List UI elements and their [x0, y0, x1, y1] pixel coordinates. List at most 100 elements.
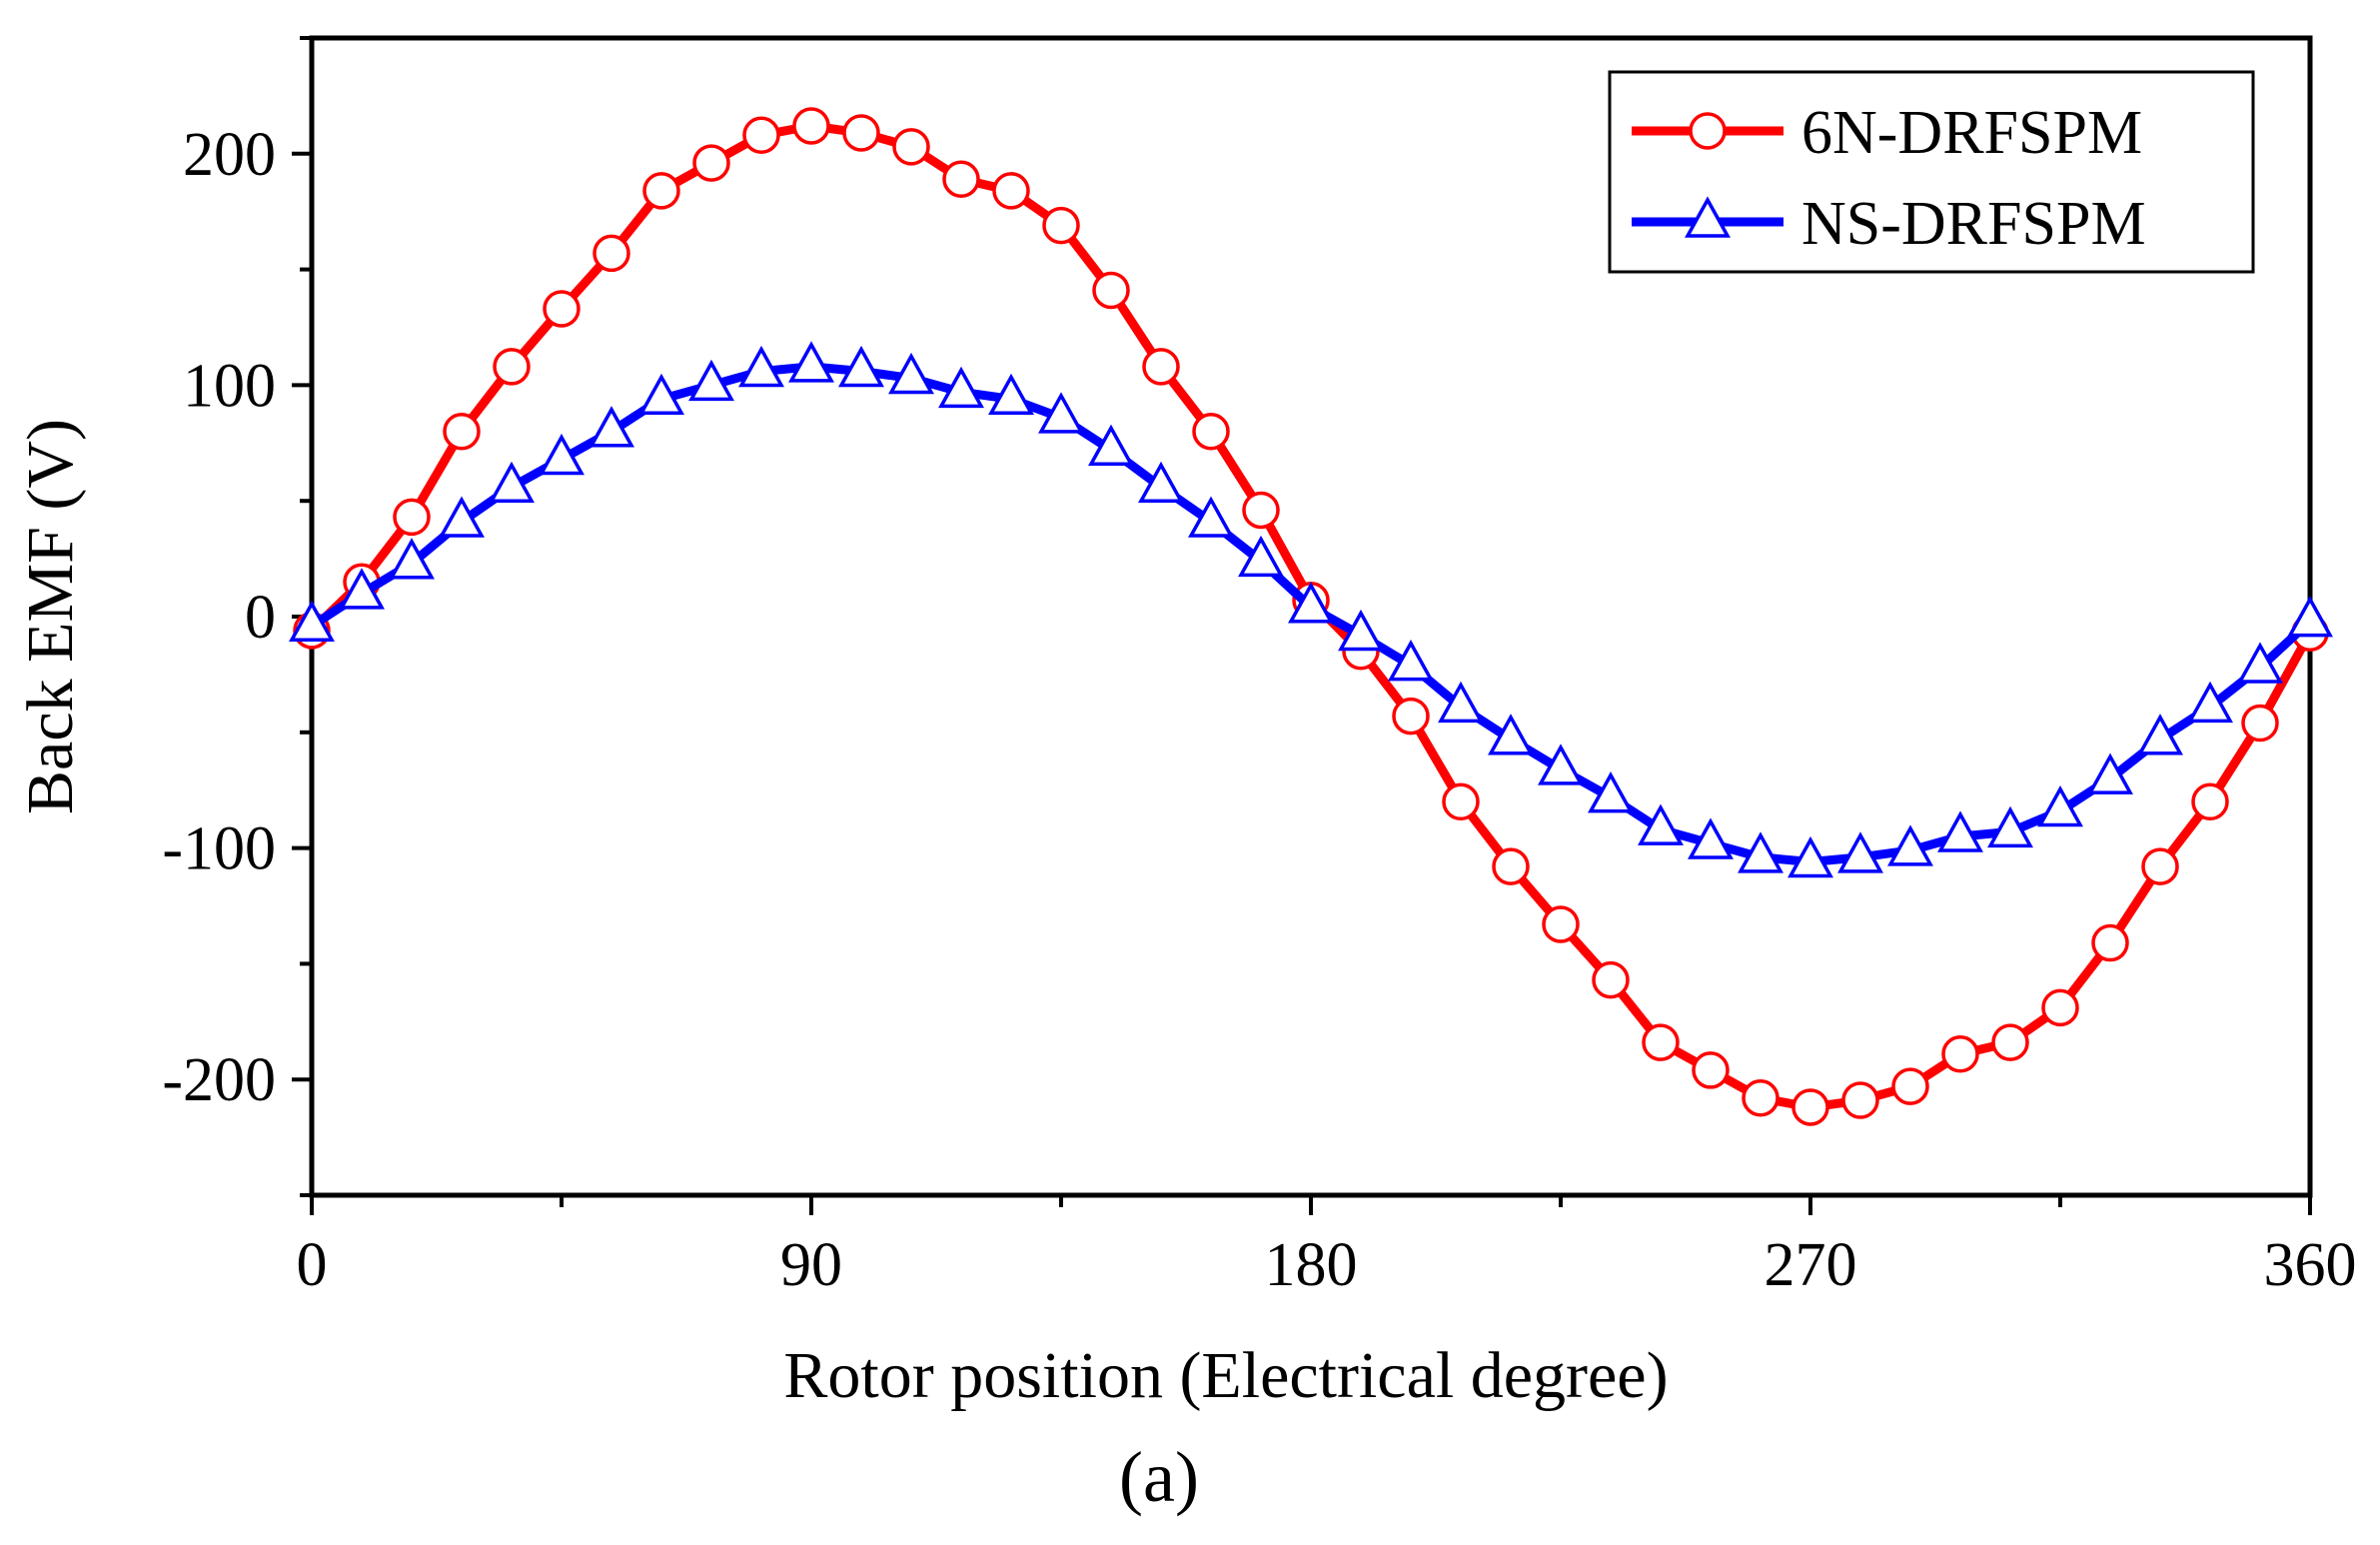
data-point-6N-DRFSPM-63 — [642, 172, 680, 210]
data-point-NS-DRFSPM-36 — [489, 461, 535, 504]
data-point-NS-DRFSPM-117 — [938, 366, 984, 409]
data-point-NS-DRFSPM-252 — [1688, 817, 1734, 859]
y-tick-label--100: -100 — [162, 815, 276, 883]
legend-label-ns: NS-DRFSPM — [1801, 190, 2146, 258]
data-point-6N-DRFSPM-234 — [1592, 960, 1630, 999]
data-point-6N-DRFSPM-144 — [1092, 271, 1130, 310]
data-point-NS-DRFSPM-9 — [339, 568, 385, 610]
data-point-NS-DRFSPM-315 — [2037, 784, 2083, 827]
x-tick-label-90: 90 — [780, 1231, 842, 1299]
data-point-6N-DRFSPM-54 — [593, 234, 630, 273]
data-point-6N-DRFSPM-171 — [1242, 491, 1280, 530]
figure-caption: (a) — [1119, 1437, 1199, 1517]
data-point-6N-DRFSPM-333 — [2141, 847, 2179, 885]
axis-ticks — [292, 36, 2312, 1215]
series-NS-DRFSPM — [289, 341, 2333, 878]
x-tick-label-270: 270 — [1765, 1231, 1857, 1299]
data-point-6N-DRFSPM-252 — [1692, 1051, 1730, 1089]
data-point-6N-DRFSPM-324 — [2091, 923, 2129, 962]
axis-tick-labels: 0 90 180 270 360 -200 -100 0 100 200 — [162, 121, 2356, 1299]
data-point-NS-DRFSPM-207 — [1438, 681, 1484, 724]
data-point-NS-DRFSPM-324 — [2087, 753, 2133, 794]
data-point-NS-DRFSPM-126 — [988, 373, 1034, 416]
data-point-NS-DRFSPM-234 — [1588, 772, 1634, 813]
legend-label-6n: 6N-DRFSPM — [1801, 99, 2142, 167]
data-point-6N-DRFSPM-36 — [493, 348, 531, 386]
data-point-6N-DRFSPM-198 — [1392, 697, 1430, 736]
data-point-6N-DRFSPM-45 — [543, 290, 581, 328]
data-point-6N-DRFSPM-306 — [1991, 1023, 2029, 1061]
data-point-NS-DRFSPM-162 — [1188, 496, 1234, 538]
legend-marker-6n — [1689, 112, 1727, 150]
data-point-6N-DRFSPM-99 — [842, 114, 880, 152]
data-point-NS-DRFSPM-189 — [1338, 609, 1384, 652]
data-point-6N-DRFSPM-27 — [443, 412, 481, 451]
data-point-NS-DRFSPM-72 — [688, 359, 734, 402]
data-point-NS-DRFSPM-360 — [2287, 596, 2333, 638]
x-tick-label-360: 360 — [2264, 1231, 2357, 1299]
data-point-6N-DRFSPM-108 — [892, 128, 930, 166]
data-point-NS-DRFSPM-225 — [1538, 744, 1584, 785]
data-point-NS-DRFSPM-306 — [1987, 805, 2033, 848]
data-point-NS-DRFSPM-108 — [888, 352, 934, 395]
data-point-NS-DRFSPM-333 — [2137, 714, 2183, 756]
data-point-NS-DRFSPM-288 — [1887, 824, 1933, 866]
data-point-NS-DRFSPM-81 — [738, 345, 784, 388]
y-tick-label-0: 0 — [245, 584, 276, 652]
data-point-6N-DRFSPM-297 — [1941, 1034, 1979, 1073]
x-tick-label-0: 0 — [297, 1231, 328, 1299]
series-layer — [289, 107, 2333, 1126]
data-point-6N-DRFSPM-270 — [1791, 1088, 1829, 1126]
data-point-6N-DRFSPM-162 — [1192, 412, 1230, 451]
data-point-NS-DRFSPM-261 — [1738, 831, 1784, 873]
data-point-6N-DRFSPM-216 — [1492, 847, 1530, 885]
y-tick-label--200: -200 — [162, 1046, 276, 1114]
data-point-NS-DRFSPM-216 — [1488, 714, 1534, 756]
data-point-6N-DRFSPM-117 — [942, 160, 980, 199]
data-point-6N-DRFSPM-288 — [1891, 1067, 1929, 1105]
data-point-NS-DRFSPM-297 — [1937, 810, 1983, 852]
data-point-6N-DRFSPM-225 — [1542, 905, 1580, 943]
data-point-NS-DRFSPM-153 — [1138, 461, 1184, 504]
data-point-NS-DRFSPM-0 — [289, 600, 335, 643]
data-point-NS-DRFSPM-180 — [1288, 582, 1334, 624]
data-point-6N-DRFSPM-351 — [2241, 704, 2279, 743]
data-point-NS-DRFSPM-144 — [1088, 424, 1134, 466]
data-point-6N-DRFSPM-72 — [692, 144, 730, 182]
data-point-NS-DRFSPM-342 — [2187, 681, 2233, 724]
data-point-6N-DRFSPM-243 — [1642, 1023, 1680, 1061]
data-point-6N-DRFSPM-279 — [1841, 1081, 1879, 1119]
data-point-NS-DRFSPM-198 — [1388, 640, 1434, 682]
data-point-NS-DRFSPM-90 — [788, 341, 834, 383]
data-point-NS-DRFSPM-18 — [389, 538, 435, 580]
data-point-NS-DRFSPM-351 — [2237, 642, 2283, 684]
data-point-NS-DRFSPM-54 — [589, 406, 634, 448]
data-point-NS-DRFSPM-45 — [539, 433, 585, 476]
data-point-NS-DRFSPM-135 — [1038, 392, 1084, 434]
data-point-NS-DRFSPM-27 — [439, 496, 485, 538]
data-point-6N-DRFSPM-135 — [1042, 206, 1080, 245]
x-tick-label-180: 180 — [1265, 1231, 1358, 1299]
data-point-6N-DRFSPM-153 — [1142, 348, 1180, 386]
data-point-6N-DRFSPM-207 — [1442, 782, 1480, 821]
y-tick-label-100: 100 — [183, 352, 276, 420]
data-point-NS-DRFSPM-270 — [1787, 835, 1833, 878]
y-axis-title: Back EMF (V) — [14, 419, 87, 814]
legend-box — [1608, 70, 2255, 274]
data-point-6N-DRFSPM-90 — [792, 107, 830, 145]
data-point-NS-DRFSPM-243 — [1638, 803, 1684, 845]
data-point-NS-DRFSPM-279 — [1837, 831, 1883, 873]
legend-marker-ns — [1685, 196, 1731, 238]
data-point-6N-DRFSPM-315 — [2041, 988, 2079, 1027]
data-point-6N-DRFSPM-126 — [992, 172, 1030, 210]
y-tick-label-200: 200 — [183, 121, 276, 189]
data-point-6N-DRFSPM-81 — [742, 116, 780, 155]
data-point-6N-DRFSPM-18 — [393, 498, 431, 537]
legend: 6N-DRFSPM NS-DRFSPM — [1608, 70, 2255, 274]
data-point-6N-DRFSPM-261 — [1742, 1078, 1780, 1117]
data-point-NS-DRFSPM-63 — [638, 373, 684, 416]
data-point-NS-DRFSPM-171 — [1238, 535, 1284, 578]
data-point-NS-DRFSPM-99 — [838, 345, 884, 388]
x-axis-title: Rotor position (Electrical degree) — [783, 1339, 1668, 1412]
